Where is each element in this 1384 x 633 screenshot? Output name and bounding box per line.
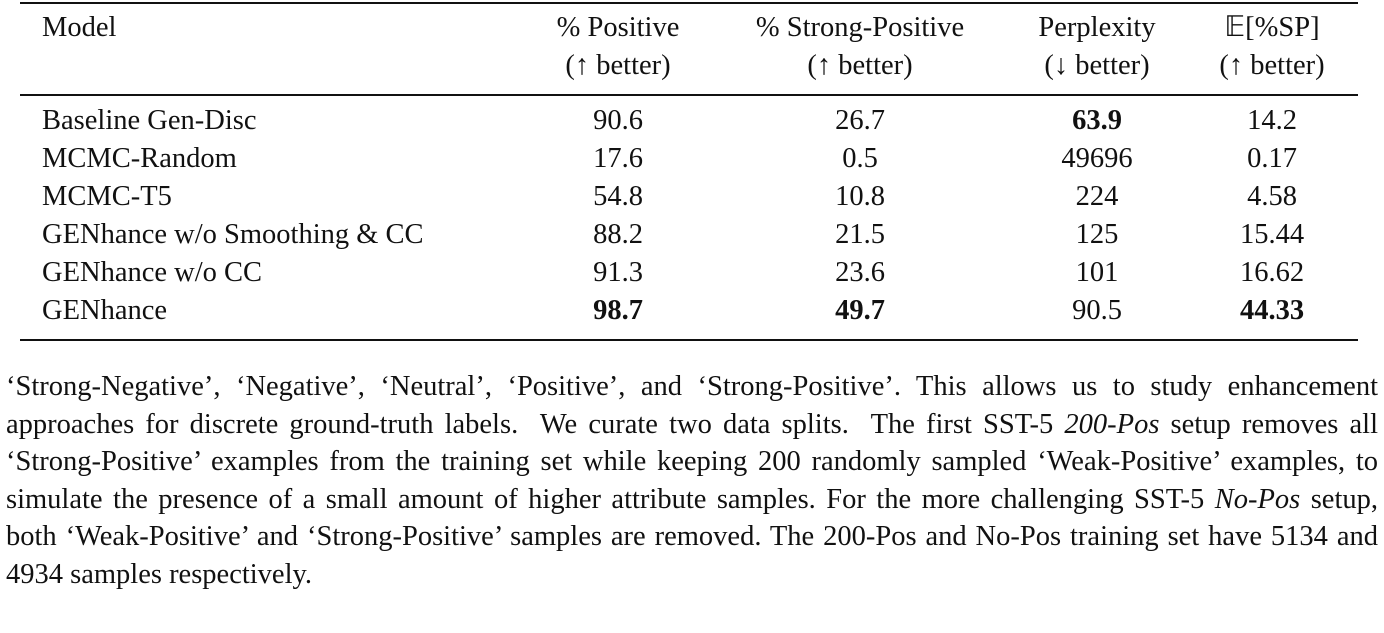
value-cell: 88.2 <box>593 219 643 250</box>
header-cell: (↓ better) <box>1044 50 1150 81</box>
value-cell: 125 <box>1075 219 1119 250</box>
top-rule <box>20 2 1358 4</box>
header-cell: Model <box>42 12 117 43</box>
value-cell: 224 <box>1075 181 1119 212</box>
header-cell: 𝔼[%SP] <box>1224 12 1320 43</box>
italic-text: No-Pos <box>1214 483 1301 515</box>
value-cell: 14.2 <box>1247 105 1297 136</box>
value-cell: 90.5 <box>1072 295 1122 326</box>
paragraph: ‘Strong-Negative’, ‘Negative’, ‘Neutral’… <box>6 368 1378 593</box>
value-cell: 44.33 <box>1239 295 1305 326</box>
text: ‘Strong-Negative’, ‘Negative’, ‘Neutral’… <box>6 371 1378 440</box>
header-cell: (↑ better) <box>565 50 671 81</box>
value-cell: 23.6 <box>835 257 885 288</box>
value-cell: 16.62 <box>1239 257 1305 288</box>
bottom-rule <box>20 339 1358 341</box>
model-name: Baseline Gen-Disc <box>42 105 257 136</box>
header-cell: % Positive <box>556 12 680 43</box>
value-cell: 49696 <box>1061 143 1133 174</box>
header-cell: % Strong-Positive <box>755 12 965 43</box>
model-name: GENhance w/o Smoothing & CC <box>42 219 424 250</box>
value-cell: 10.8 <box>835 181 885 212</box>
value-cell: 15.44 <box>1239 219 1305 250</box>
header-cell: (↑ better) <box>807 50 913 81</box>
header-cell: (↑ better) <box>1219 50 1325 81</box>
model-name: GENhance <box>42 295 168 326</box>
text: setup removes all ‘Strong-Positive’ exam… <box>6 408 1378 515</box>
value-cell: 98.7 <box>593 295 643 326</box>
value-cell: 101 <box>1075 257 1119 288</box>
value-cell: 91.3 <box>593 257 643 288</box>
value-cell: 21.5 <box>835 219 885 250</box>
model-name: GENhance w/o CC <box>42 257 263 288</box>
value-cell: 17.6 <box>593 143 643 174</box>
value-cell: 4.58 <box>1247 181 1297 212</box>
value-cell: 49.7 <box>835 295 885 326</box>
text: setup, both ‘Weak-Positive’ and ‘Strong-… <box>6 483 1378 590</box>
value-cell: 0.17 <box>1247 143 1297 174</box>
italic-text: 200-Pos <box>1064 408 1160 440</box>
value-cell: 63.9 <box>1072 105 1122 136</box>
value-cell: 54.8 <box>593 181 643 212</box>
model-name: MCMC-T5 <box>42 181 172 212</box>
header-cell: Perplexity <box>1038 12 1156 43</box>
value-cell: 26.7 <box>835 105 885 136</box>
value-cell: 0.5 <box>842 143 878 174</box>
mid-rule <box>20 94 1358 96</box>
value-cell: 90.6 <box>593 105 643 136</box>
model-name: MCMC-Random <box>42 143 237 174</box>
